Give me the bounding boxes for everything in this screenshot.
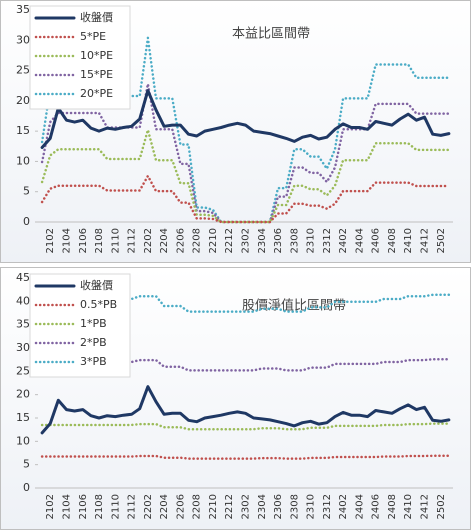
y-tick-label: 35: [16, 318, 30, 331]
legend-label: 0.5*PB: [80, 298, 117, 311]
series-line: [40, 89, 451, 149]
x-tick-label: 2102: [45, 494, 56, 519]
y-tick-label: 10: [16, 434, 30, 447]
x-tick-label: 2412: [420, 228, 431, 253]
x-tick-label: 2104: [61, 228, 72, 253]
x-tick-label: 2410: [403, 228, 414, 253]
x-tick-label: 2502: [436, 494, 447, 519]
y-tick-label: 5: [23, 458, 30, 471]
x-tick-label: 2106: [78, 228, 89, 253]
x-tick-label: 2412: [420, 494, 431, 519]
x-tick-label: 2112: [127, 494, 138, 519]
x-tick-label: 2212: [224, 494, 235, 519]
legend-label: 15*PE: [80, 68, 113, 81]
legend-label: 1*PB: [80, 317, 107, 330]
series-line: [40, 385, 451, 435]
y-tick-label: 30: [16, 341, 30, 354]
legend-label: 3*PB: [80, 355, 107, 368]
x-tick-label: 2206: [175, 494, 186, 519]
x-tick-label: 2302: [241, 494, 252, 519]
x-tick-label: 2312: [322, 494, 333, 519]
x-tick-label: 2210: [208, 228, 219, 253]
y-tick-label: 20: [16, 94, 30, 107]
y-tick-label: 30: [16, 33, 30, 46]
x-tick-label: 2404: [354, 228, 365, 253]
legend-label: 2*PB: [80, 336, 107, 349]
x-tick-label: 2408: [387, 494, 398, 519]
y-tick-label: 5: [23, 185, 30, 198]
x-tick-label: 2210: [208, 494, 219, 519]
x-tick-label: 2410: [403, 494, 414, 519]
x-tick-label: 2112: [127, 228, 138, 253]
series-line: [40, 422, 451, 431]
x-tick-label: 2304: [257, 494, 268, 519]
x-tick-label: 2502: [436, 228, 447, 253]
x-tick-label: 2304: [257, 228, 268, 253]
series-line: [40, 128, 451, 224]
x-tick-label: 2108: [94, 228, 105, 253]
legend-box: [29, 273, 131, 378]
x-tick-label: 2402: [338, 228, 349, 253]
x-tick-label: 2306: [273, 228, 284, 253]
y-tick-label: 25: [16, 64, 30, 77]
x-tick-label: 2406: [371, 228, 382, 253]
x-tick-label: 2104: [61, 494, 72, 519]
x-tick-label: 2204: [159, 228, 170, 253]
x-tick-label: 2406: [371, 494, 382, 519]
x-tick-label: 2404: [354, 494, 365, 519]
y-tick-label: 15: [16, 411, 30, 424]
x-tick-label: 2110: [110, 494, 121, 519]
chart-title: 本益比區間帶: [232, 27, 310, 42]
x-tick-label: 2312: [322, 228, 333, 253]
x-tick-label: 2202: [143, 228, 154, 253]
y-tick-label: 10: [16, 154, 30, 167]
y-tick-label: 20: [16, 388, 30, 401]
x-tick-label: 2204: [159, 494, 170, 519]
y-tick-label: 40: [16, 294, 30, 307]
x-tick-label: 2302: [241, 228, 252, 253]
x-tick-label: 2212: [224, 228, 235, 253]
y-tick-label: 0: [23, 481, 30, 494]
x-tick-label: 2106: [78, 494, 89, 519]
legend-label: 收盤價: [80, 278, 113, 292]
legend-label: 20*PE: [80, 87, 113, 100]
legend-box: [29, 5, 131, 110]
x-tick-label: 2308: [289, 494, 300, 519]
series-line: [40, 357, 451, 372]
x-tick-label: 2208: [192, 494, 203, 519]
y-tick-label: 0: [23, 215, 30, 228]
x-tick-label: 2310: [306, 494, 317, 519]
x-tick-label: 2408: [387, 228, 398, 253]
series-line: [40, 174, 451, 224]
x-tick-label: 2402: [338, 494, 349, 519]
x-tick-label: 2108: [94, 494, 105, 519]
x-tick-label: 2110: [110, 228, 121, 253]
legend-label: 5*PE: [80, 30, 106, 43]
y-tick-label: 45: [16, 271, 30, 284]
series-line: [40, 293, 451, 313]
y-tick-label: 25: [16, 364, 30, 377]
legend-label: 收盤價: [80, 10, 113, 24]
series-line: [40, 454, 451, 460]
x-tick-label: 2208: [192, 228, 203, 253]
x-tick-label: 2310: [306, 228, 317, 253]
x-tick-label: 2308: [289, 228, 300, 253]
x-tick-label: 2306: [273, 494, 284, 519]
y-tick-label: 15: [16, 124, 30, 137]
y-tick-label: 35: [16, 3, 30, 16]
x-tick-label: 2202: [143, 494, 154, 519]
x-tick-label: 2102: [45, 228, 56, 253]
legend-label: 10*PE: [80, 49, 113, 62]
x-tick-label: 2206: [175, 228, 186, 253]
